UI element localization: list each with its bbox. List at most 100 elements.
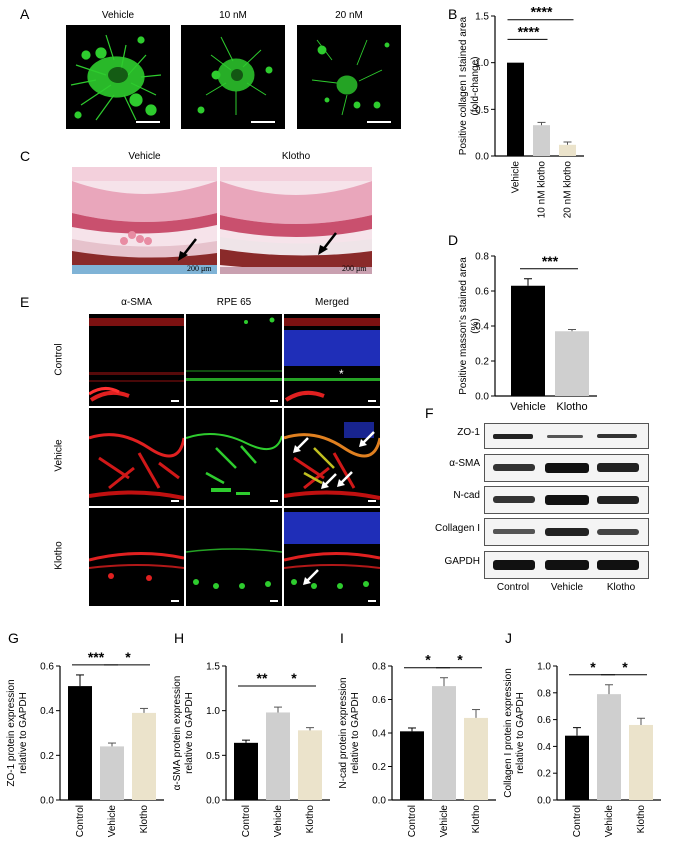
y-axis-label: Collagen I protein expressionrelative to… <box>503 668 526 798</box>
if-merged-control: * <box>284 314 380 406</box>
y-tick-label: 0.2 <box>537 769 551 780</box>
if-merged-vehicle <box>284 408 380 506</box>
y-axis-label: Positive collagen I stained area(fold-ch… <box>458 16 481 155</box>
scale-bar <box>251 121 275 123</box>
scale-bar <box>368 600 376 602</box>
wb-strip-collagen <box>484 518 649 546</box>
x-tick-label: Control <box>407 805 418 837</box>
panel-label-i: I <box>340 630 344 646</box>
significance-label: * <box>590 659 596 675</box>
panel-e-col-rpe65: RPE 65 <box>216 297 252 308</box>
chart-i: 0.0 0.2 0.4 0.6 0.8 N-cad protein expressionr… <box>338 652 496 837</box>
masson-image-vehicle: 200 μm <box>72 167 217 274</box>
arrow-icon <box>321 473 337 489</box>
wb-label-zo1: ZO-1 <box>457 427 480 438</box>
chart-g: 0.0 0.2 0.4 0.6 ZO-1 protein expressionrelat… <box>6 649 164 837</box>
panel-a-caption-vehicle: Vehicle <box>101 10 135 21</box>
y-tick-label: 0.8 <box>537 688 551 699</box>
y-tick-label: 0.0 <box>537 796 551 807</box>
x-tick-label: Vehicle <box>511 161 522 194</box>
x-tick-label: Klotho <box>636 805 647 834</box>
y-tick-label: 0.4 <box>537 742 551 753</box>
panel-e-row-vehicle: Vehicle <box>30 408 88 506</box>
y-tick-label: 0.0 <box>475 392 489 403</box>
panel-label-f: F <box>425 405 434 421</box>
wb-label-asma: α-SMA <box>449 458 480 469</box>
bar-vehicle <box>511 285 545 396</box>
bar-control <box>565 735 589 800</box>
y-tick-label: 0.5 <box>206 751 220 762</box>
y-axis-label: Positive masson's stained area(%) <box>458 257 481 395</box>
panel-label-j: J <box>505 630 512 646</box>
bar-klotho <box>464 717 488 800</box>
bar-vehicle <box>266 712 290 800</box>
collagen-image-10nm <box>181 25 285 129</box>
x-tick-label: Vehicle <box>604 805 615 838</box>
collagen-image-20nm <box>297 25 401 129</box>
x-tick-label: Vehicle <box>510 401 545 410</box>
y-tick-label: 0.2 <box>475 357 489 368</box>
panel-a-caption-10nm: 10 nM <box>219 10 247 21</box>
x-tick-label: Control <box>572 805 583 837</box>
bar-vehicle <box>507 62 524 156</box>
wb-strip-ncad <box>484 486 649 514</box>
y-tick-label: 0.8 <box>475 252 489 263</box>
panel-label-h: H <box>174 630 185 646</box>
svg-text:*: * <box>339 367 344 381</box>
if-rpe65-control <box>186 314 282 406</box>
y-tick-label: 0.8 <box>372 662 386 673</box>
panel-c-caption-klotho: Klotho <box>281 151 311 162</box>
scale-bar <box>171 400 179 402</box>
scale-bar <box>270 400 278 402</box>
if-merged-klotho <box>284 508 380 606</box>
panel-label-e: E <box>20 294 30 310</box>
scale-bar <box>367 121 391 123</box>
x-tick-label: Control <box>241 805 252 837</box>
panel-c-caption-vehicle: Vehicle <box>128 151 161 162</box>
scale-label: 200 μm <box>342 264 367 273</box>
panel-label-g: G <box>8 630 19 646</box>
scale-bar <box>368 500 376 502</box>
y-tick-label: 1.0 <box>206 706 220 717</box>
arrow-icon <box>318 232 337 255</box>
scale-bar <box>368 400 376 402</box>
wb-label-collagen: Collagen I <box>434 523 480 534</box>
bar-control <box>400 731 424 800</box>
collagen-image-vehicle <box>66 25 170 129</box>
bar-vehicle <box>100 746 124 800</box>
arrow-icon <box>303 569 319 585</box>
x-tick-label: Klotho <box>471 805 482 834</box>
scale-bar <box>270 600 278 602</box>
wb-lane-control: Control <box>496 582 530 593</box>
masson-image-klotho: 200 μm <box>220 167 372 274</box>
scale-bar <box>136 121 160 123</box>
panel-label-b: B <box>448 6 458 22</box>
bar-control <box>68 686 92 800</box>
x-tick-label: Control <box>75 805 86 837</box>
bar-klotho <box>298 730 322 800</box>
wb-lane-klotho: Klotho <box>606 582 636 593</box>
bar-klotho <box>132 712 156 800</box>
panel-e-col-merged: Merged <box>315 297 349 308</box>
scale-bar <box>171 600 179 602</box>
y-tick-label: 1.5 <box>475 12 489 23</box>
bar-klotho <box>629 724 653 800</box>
panel-label-a: A <box>20 6 30 22</box>
y-tick-label: 0.6 <box>475 287 489 298</box>
wb-strip-zo1 <box>484 423 649 449</box>
arrow-icon <box>178 238 197 261</box>
x-tick-label: 20 nM klotho <box>563 161 574 219</box>
if-rpe65-klotho <box>186 508 282 606</box>
significance-label: *** <box>542 253 559 269</box>
wb-strip-gapdh <box>484 551 649 579</box>
y-tick-label: 0.0 <box>206 796 220 807</box>
y-tick-label: 0.2 <box>372 762 386 773</box>
significance-label: * <box>457 652 463 668</box>
y-tick-label: 0.4 <box>475 322 489 333</box>
y-tick-label: 0.4 <box>372 729 386 740</box>
bar-20-nm-klotho <box>559 144 576 156</box>
panel-label-d: D <box>448 232 459 248</box>
row-label-klotho: Klotho <box>53 541 65 570</box>
